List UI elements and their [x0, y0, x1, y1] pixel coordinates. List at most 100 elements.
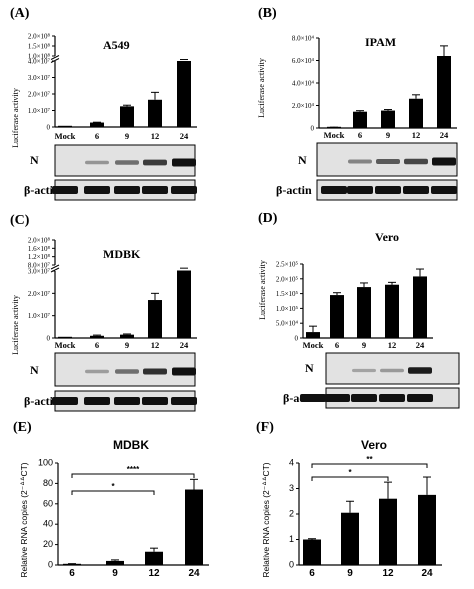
y-tick-label: 4	[289, 458, 294, 468]
bar	[341, 512, 359, 565]
ylabel-f: Relative RNA copies (2⁻ᐞᐞCT)	[261, 462, 271, 577]
bar	[90, 335, 104, 338]
significance-bracket	[71, 473, 195, 478]
blot-band-actin	[403, 186, 429, 194]
ylabel-b: Luciferase activity	[257, 58, 266, 118]
x-tick-label: 6	[69, 568, 75, 579]
x-tick-label: 6	[309, 568, 315, 579]
blot-band-actin	[171, 186, 197, 194]
x-tick-label: Mock	[324, 130, 345, 140]
y-tick-label: 3	[289, 483, 294, 493]
panel-letter-b: (B)	[258, 6, 277, 21]
y-tick-label: 8.0×10⁷	[28, 262, 51, 270]
axis-break-mark	[50, 55, 60, 60]
band-label-b-n: N	[298, 153, 307, 167]
x-tick-label: 12	[382, 568, 394, 579]
bar	[409, 98, 423, 128]
y-tick-label: 2.0×10⁸	[28, 33, 51, 41]
x-tick-label: 6	[335, 340, 339, 350]
blot-band-actin	[84, 397, 110, 405]
y-tick-label: 3.0×10⁷	[28, 74, 51, 82]
y-tick-label: 100	[38, 458, 53, 468]
y-tick-label: 2	[289, 509, 294, 519]
blot-band-actin	[351, 394, 377, 402]
x-tick-label: Mock	[55, 131, 76, 141]
blot-band-n	[376, 159, 400, 164]
panel-letter-d: (D)	[258, 211, 278, 226]
axis-break-mark	[50, 58, 60, 63]
blot-band-n	[115, 160, 139, 165]
blot-band-actin	[324, 394, 350, 402]
blot-band-n	[408, 367, 432, 374]
bar	[63, 563, 81, 565]
y-tick-label: 40	[43, 519, 53, 529]
blot-band-n	[85, 369, 109, 374]
x-tick-label: 12	[148, 568, 160, 579]
y-tick-label: 0	[295, 335, 299, 343]
panel-title-c: MDBK	[103, 247, 141, 261]
blot-band-n	[380, 368, 404, 373]
bar	[306, 332, 320, 338]
blot-band-n	[85, 160, 109, 165]
panel-letter-a: (A)	[10, 6, 30, 21]
blot-band-actin	[114, 397, 140, 405]
x-tick-label: 9	[386, 130, 390, 140]
blot-band-actin	[431, 186, 457, 194]
bar	[418, 494, 436, 565]
band-label-a-n: N	[30, 153, 39, 167]
bar	[148, 300, 162, 338]
bar	[58, 336, 72, 338]
bar	[437, 56, 451, 128]
bar	[353, 111, 367, 128]
ylabel-a: Luciferase activity	[11, 88, 20, 148]
blot-band-n	[432, 157, 456, 166]
bar	[381, 110, 395, 128]
x-tick-label: 24	[421, 568, 433, 579]
band-label-c-actin: β-actin	[24, 394, 60, 408]
ylabel-e: Relative RNA copies (2⁻ᐞᐞCT)	[19, 462, 29, 577]
y-tick-label: 3.0×10⁷	[28, 268, 51, 276]
blot-band-actin	[142, 186, 168, 194]
x-tick-label: 6	[358, 130, 362, 140]
bar	[106, 560, 124, 565]
x-tick-label: 12	[412, 130, 421, 140]
blot-band-actin	[347, 186, 373, 194]
y-tick-label: 1.0×10⁷	[28, 312, 51, 320]
y-tick-label: 0	[47, 335, 51, 343]
significance-label: *	[348, 468, 352, 477]
y-tick-label: 8.0×10⁴	[292, 35, 315, 43]
y-tick-label: 2.0×10⁷	[28, 91, 51, 99]
y-tick-label: 0	[289, 560, 294, 570]
ylabel-d: Luciferase activity	[258, 260, 267, 320]
y-tick-label: 60	[43, 498, 53, 508]
band-label-b-actin: β-actin	[276, 183, 312, 197]
chart-b: 0 2.0×10⁴ 4.0×10⁴ 6.0×10⁴ 8.0×10⁴ Mock 6 9 12 24	[292, 35, 457, 194]
band-label-a-actin: β-actin	[24, 183, 60, 197]
blot-band-actin	[52, 186, 78, 194]
axis-break-mark	[50, 264, 60, 270]
bar	[177, 268, 191, 338]
x-tick-label: 24	[180, 340, 189, 350]
y-tick-label: 1.6×10⁸	[28, 245, 51, 253]
x-tick-label: 9	[112, 568, 118, 579]
axis-break-mark	[50, 267, 60, 273]
panel-letter-e: (E)	[13, 420, 32, 435]
x-tick-label: 12	[151, 340, 160, 350]
y-tick-label: 1	[289, 534, 294, 544]
x-tick-label: 12	[388, 340, 397, 350]
significance-bracket	[311, 476, 389, 481]
significance-bracket	[311, 463, 428, 468]
y-tick-label: 1.0×10⁵	[276, 305, 299, 313]
panel-title-a: A549	[103, 38, 130, 52]
y-tick-label: 1.2×10⁸	[28, 253, 51, 261]
ylabel-c: Luciferase activity	[11, 295, 20, 355]
y-tick-label: 20	[43, 539, 53, 549]
y-tick-label: 2.5×10⁵	[276, 261, 299, 269]
blot-band-n	[404, 158, 428, 165]
y-tick-label: 0	[47, 124, 51, 132]
x-tick-label: 9	[362, 340, 366, 350]
blot-band-actin	[321, 186, 347, 194]
blot-band-n	[143, 368, 167, 375]
